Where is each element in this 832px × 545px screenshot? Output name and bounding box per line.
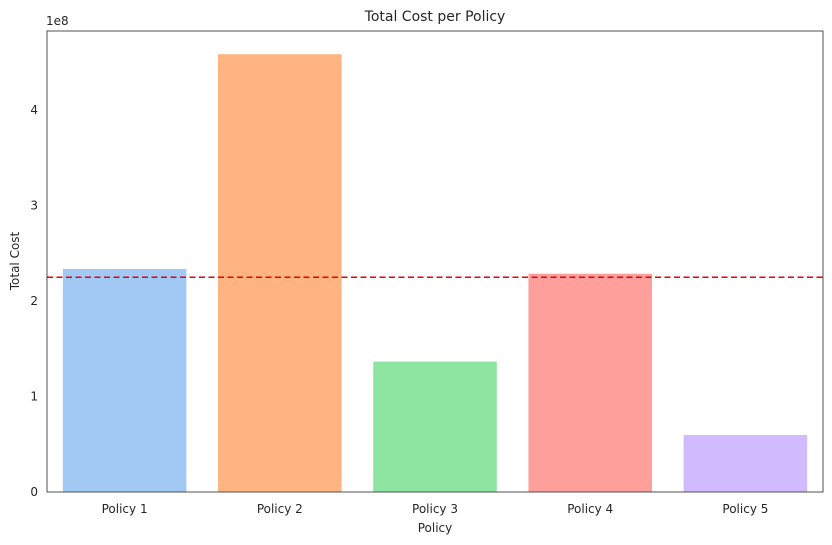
y-offset-label: 1e8 bbox=[46, 14, 69, 28]
x-axis-label: Policy bbox=[418, 521, 453, 535]
chart-title: Total Cost per Policy bbox=[364, 9, 506, 25]
y-tick-label: 3 bbox=[30, 199, 38, 213]
x-tick-label: Policy 3 bbox=[412, 502, 458, 516]
bar-4 bbox=[527, 273, 653, 493]
y-axis-ticks: 0 1 2 3 4 bbox=[30, 103, 38, 499]
bar-5 bbox=[683, 434, 808, 493]
x-tick-label: Policy 1 bbox=[102, 502, 148, 516]
bars bbox=[62, 53, 808, 493]
x-tick-label: Policy 2 bbox=[257, 502, 303, 516]
x-tick-label: Policy 5 bbox=[722, 502, 768, 516]
plot-frame bbox=[46, 30, 824, 493]
y-tick-label: 1 bbox=[30, 390, 38, 404]
bar-3 bbox=[372, 360, 498, 493]
x-axis-ticks: Policy 1 Policy 2 Policy 3 Policy 4 Policy 5 bbox=[102, 502, 769, 516]
y-tick-label: 2 bbox=[30, 294, 38, 308]
x-tick-label: Policy 4 bbox=[567, 502, 613, 516]
y-tick-label: 0 bbox=[30, 485, 38, 499]
bar-1 bbox=[62, 268, 187, 493]
bar-2 bbox=[217, 53, 343, 493]
y-axis-label: Total Cost bbox=[8, 231, 22, 291]
y-tick-label: 4 bbox=[30, 103, 38, 117]
